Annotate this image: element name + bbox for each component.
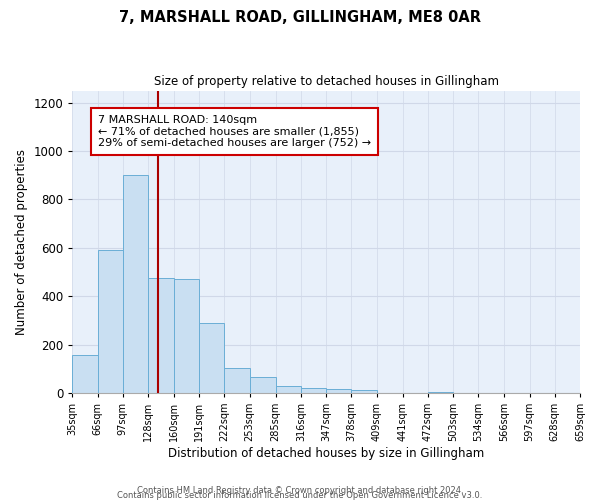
Text: Contains public sector information licensed under the Open Government Licence v3: Contains public sector information licen… xyxy=(118,491,482,500)
Title: Size of property relative to detached houses in Gillingham: Size of property relative to detached ho… xyxy=(154,75,499,88)
Bar xyxy=(98,250,123,393)
Bar xyxy=(352,390,377,393)
Bar xyxy=(250,377,276,393)
Bar xyxy=(123,175,148,393)
X-axis label: Distribution of detached houses by size in Gillingham: Distribution of detached houses by size … xyxy=(168,447,484,460)
Text: Contains HM Land Registry data © Crown copyright and database right 2024.: Contains HM Land Registry data © Crown c… xyxy=(137,486,463,495)
Y-axis label: Number of detached properties: Number of detached properties xyxy=(15,148,28,334)
Bar xyxy=(428,392,453,393)
Bar xyxy=(301,388,326,393)
Bar xyxy=(148,278,174,393)
Bar xyxy=(199,323,224,393)
Text: 7 MARSHALL ROAD: 140sqm
← 71% of detached houses are smaller (1,855)
29% of semi: 7 MARSHALL ROAD: 140sqm ← 71% of detache… xyxy=(98,114,371,148)
Bar xyxy=(326,390,352,393)
Text: 7, MARSHALL ROAD, GILLINGHAM, ME8 0AR: 7, MARSHALL ROAD, GILLINGHAM, ME8 0AR xyxy=(119,10,481,25)
Bar xyxy=(174,279,199,393)
Bar xyxy=(73,356,98,393)
Bar xyxy=(224,368,250,393)
Bar xyxy=(276,386,301,393)
